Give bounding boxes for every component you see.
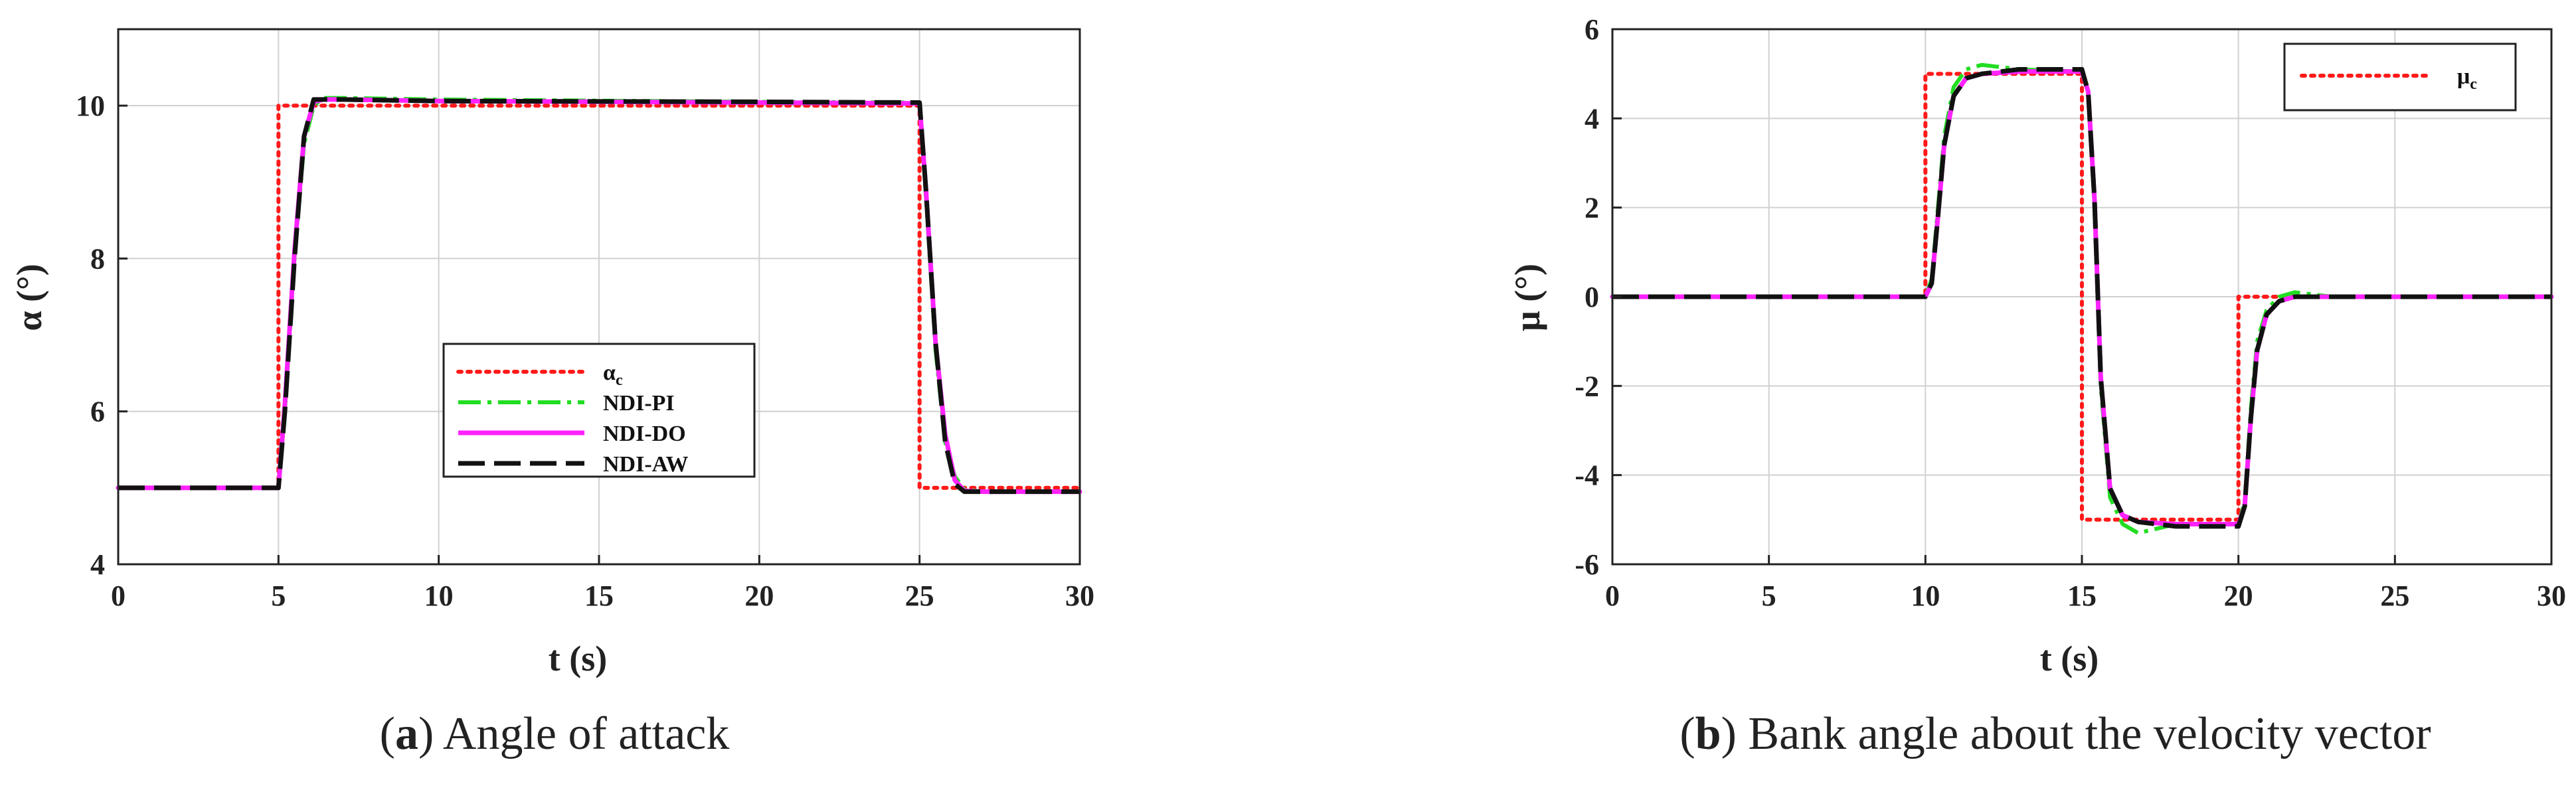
- chart-panel-b: 0 5 10 15 20 25 30 -6 -4 -2 0 2 4 6 t (s) μ (°) μc (…: [1507, 13, 2566, 759]
- chart-b-legend-sub-c: c: [2470, 76, 2477, 93]
- chart-b-caption: (b) Bank angle about the velocity vector: [1679, 708, 2431, 759]
- chart-a-legend-label-ndi-do: NDI-DO: [603, 422, 686, 446]
- chart-b-y-tick-label: 4: [1585, 102, 1599, 135]
- chart-b-y-tick-label: -4: [1575, 459, 1599, 492]
- chart-b-y-tick-label: 2: [1585, 192, 1599, 224]
- chart-a-legend-sub-c: c: [616, 372, 623, 389]
- chart-b-legend: μc: [2283, 42, 2517, 112]
- chart-a-y-tick-label: 8: [90, 242, 105, 275]
- chart-a-legend-box: [442, 343, 756, 478]
- chart-b-x-tick-label: 5: [1762, 580, 1776, 612]
- chart-b-x-tick-label: 0: [1605, 580, 1620, 612]
- chart-b-caption-letter: b: [1695, 708, 1721, 759]
- chart-panel-a: 0 5 10 15 20 25 30 4 6 8 10 t (s) α (°) αc NDI-PI…: [9, 28, 1094, 759]
- chart-a-x-tick-label: 25: [905, 580, 934, 612]
- chart-a-series: [116, 96, 1082, 495]
- chart-b-x-tick-label: 25: [2380, 580, 2409, 612]
- chart-a-legend-alpha: α: [603, 360, 616, 385]
- chart-b-x-ticks: 0 5 10 15 20 25 30: [1605, 555, 2566, 612]
- chart-a-legend-label-command: αc: [603, 360, 623, 389]
- chart-a-y-ticks: 4 6 8 10: [76, 90, 128, 581]
- chart-a-y-tick-label: 4: [90, 548, 105, 581]
- chart-a-caption: (a) Angle of attack: [380, 708, 730, 759]
- chart-b-series-ndi-aw: [1612, 67, 2551, 529]
- chart-a-y-tick-label: 10: [76, 90, 105, 122]
- chart-b-x-tick-label: 10: [1911, 580, 1940, 612]
- chart-b-series: [1610, 62, 2554, 535]
- chart-b-series--c: [1610, 72, 2553, 522]
- chart-a-x-tick-label: 10: [424, 580, 454, 612]
- chart-b-x-tick-label: 15: [2067, 580, 2097, 612]
- chart-a-y-axis-label: α (°): [9, 264, 49, 331]
- chart-a-x-tick-label: 5: [271, 580, 286, 612]
- chart-b-y-ticks: -6 -4 -2 0 2 4 6: [1575, 13, 1622, 581]
- chart-a-x-tick-label: 30: [1065, 580, 1094, 612]
- chart-b-y-tick-label: -2: [1575, 370, 1599, 402]
- chart-b-x-axis-label: t (s): [2040, 639, 2099, 678]
- chart-b-caption-text: ) Bank angle about the velocity vector: [1721, 708, 2431, 759]
- chart-b-caption-open: (: [1679, 708, 1695, 759]
- chart-b-y-axis-label: μ (°): [1507, 264, 1547, 331]
- chart-a-x-ticks: 0 5 10 15 20 25 30: [111, 555, 1094, 612]
- chart-a-x-tick-label: 20: [744, 580, 774, 612]
- chart-a-caption-text: ) Angle of attack: [418, 708, 729, 759]
- chart-b-x-tick-label: 30: [2537, 580, 2566, 612]
- chart-b-y-tick-label: 6: [1585, 13, 1599, 46]
- chart-b-legend-label-command: μc: [2457, 64, 2477, 93]
- chart-a-legend: αc NDI-PI NDI-DO NDI-AW: [442, 343, 756, 478]
- chart-a-x-tick-label: 0: [111, 580, 126, 612]
- chart-b-y-tick-label: 0: [1585, 281, 1599, 313]
- chart-b-y-tick-label: -6: [1575, 548, 1599, 581]
- chart-b-legend-mu: μ: [2457, 64, 2470, 89]
- chart-a-grid: [118, 29, 1080, 565]
- chart-b-x-tick-label: 20: [2224, 580, 2253, 612]
- chart-a-y-tick-label: 6: [90, 396, 105, 428]
- chart-a-caption-open: (: [380, 708, 395, 759]
- chart-a-x-axis-label: t (s): [549, 639, 607, 678]
- chart-a-legend-label-ndi-pi: NDI-PI: [603, 391, 675, 416]
- chart-a-x-tick-label: 15: [584, 580, 614, 612]
- chart-a-series-ndi-aw: [118, 97, 1080, 495]
- chart-a-caption-letter: a: [395, 708, 418, 759]
- chart-a-legend-label-ndi-aw: NDI-AW: [603, 452, 688, 477]
